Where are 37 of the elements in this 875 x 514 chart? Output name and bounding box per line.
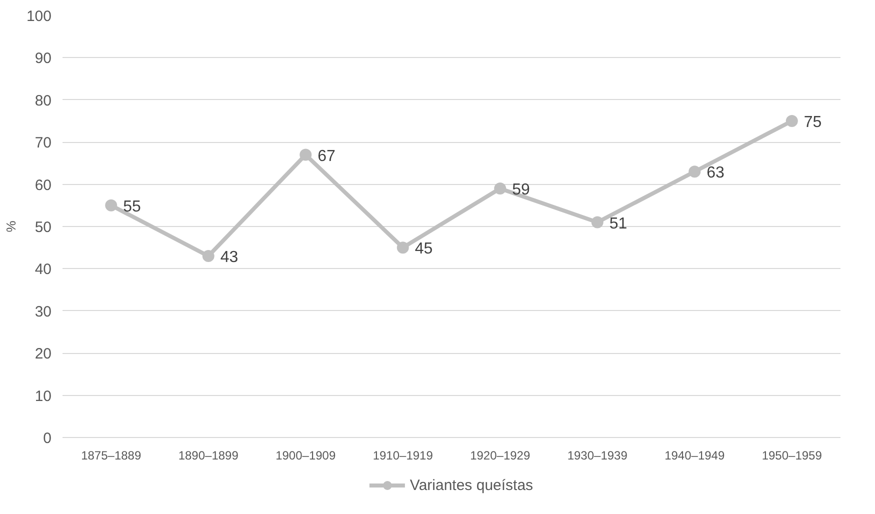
x-tick-label: 1940–1949 — [664, 448, 725, 462]
x-tick-label: 1890–1899 — [178, 448, 239, 462]
y-tick-label: 50 — [34, 219, 52, 236]
x-tick-label: 1930–1939 — [567, 448, 628, 462]
point — [688, 166, 701, 178]
point — [786, 115, 798, 127]
x-tick-label: 1920–1929 — [470, 448, 530, 462]
y-tick-label: 90 — [34, 50, 52, 68]
x-tick-label: 1950–1959 — [762, 448, 822, 462]
x-tick-label: 1910–1919 — [372, 448, 434, 462]
data-label: 55 — [123, 198, 142, 216]
y-tick-label: 80 — [34, 92, 52, 110]
y-tick-label: 0 — [43, 430, 52, 447]
point — [300, 148, 312, 161]
point — [494, 182, 506, 195]
point — [105, 199, 118, 212]
point — [202, 250, 214, 262]
y-tick-label: 40 — [34, 261, 52, 278]
legend-label: Variantes queístas — [410, 476, 534, 494]
y-tick-label: 20 — [34, 346, 52, 363]
point — [591, 216, 604, 228]
data-label: 59 — [512, 182, 530, 199]
y-tick-label: 100 — [26, 8, 52, 25]
data-label: 75 — [804, 114, 822, 131]
point — [396, 242, 409, 254]
x-tick-label: 1875–1889 — [81, 448, 142, 462]
data-label: 45 — [414, 240, 433, 258]
y-axis-title: % — [3, 220, 18, 232]
y-tick-label: 60 — [34, 176, 52, 194]
data-label: 43 — [220, 249, 238, 266]
data-label: 63 — [706, 164, 725, 182]
y-tick-label: 10 — [34, 388, 52, 405]
x-tick-label: 1900–1909 — [276, 448, 336, 462]
data-label: 51 — [609, 215, 628, 232]
y-tick-label: 70 — [34, 134, 52, 152]
data-label: 67 — [318, 148, 336, 165]
y-tick-label: 30 — [34, 303, 52, 320]
